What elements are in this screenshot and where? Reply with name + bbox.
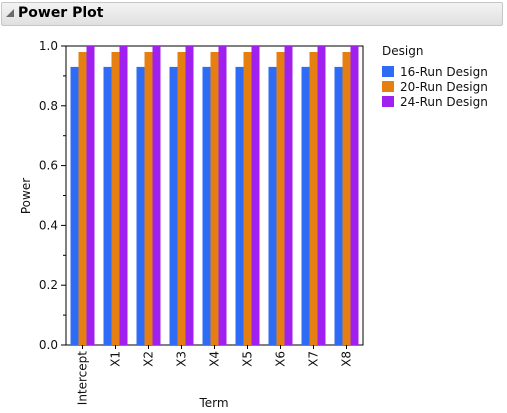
x-tick-label: X6 (274, 351, 288, 367)
x-tick-label: X8 (340, 351, 354, 367)
x-axis-label: Term (198, 396, 228, 410)
bars-group (70, 46, 359, 346)
bar-intercept-24-run-design (86, 46, 95, 345)
legend-items: 16-Run Design 20-Run Design 24-Run Design (382, 64, 488, 109)
legend-swatch (382, 66, 394, 77)
legend-swatch (382, 81, 394, 92)
y-tick-label: 0.8 (39, 99, 58, 113)
bar-x1-24-run-design (119, 46, 128, 345)
bar-x7-16-run-design (301, 66, 310, 346)
x-axis: Intercept X1 X2 X3 X4 X5 X6 X7 X8 (76, 345, 354, 405)
panel-title: Power Plot (18, 5, 104, 21)
x-tick-label: X7 (307, 351, 321, 367)
legend-item: 20-Run Design (382, 79, 488, 94)
x-tick-label: X4 (208, 351, 222, 367)
bar-x1-16-run-design (103, 66, 112, 346)
bar-x7-20-run-design (309, 52, 318, 345)
bar-x2-24-run-design (152, 46, 161, 345)
x-tick-label: X2 (142, 351, 156, 367)
bar-x4-24-run-design (218, 46, 227, 345)
bar-x6-24-run-design (284, 46, 293, 345)
x-tick-label: X3 (175, 351, 189, 367)
bar-x8-20-run-design (342, 52, 351, 345)
legend: Design 16-Run Design 20-Run Design 24-Run … (382, 44, 488, 109)
bar-intercept-16-run-design (70, 66, 79, 346)
bar-x5-20-run-design (243, 52, 252, 345)
legend-swatch (382, 96, 394, 107)
bar-x8-16-run-design (334, 66, 343, 346)
y-tick-label: 0.4 (39, 218, 58, 232)
bar-x2-16-run-design (136, 66, 145, 346)
bar-x5-24-run-design (251, 46, 260, 345)
bar-x4-16-run-design (202, 66, 211, 346)
x-tick-label: Intercept (76, 351, 90, 406)
bar-x6-16-run-design (268, 66, 277, 346)
bar-intercept-20-run-design (78, 52, 87, 345)
x-tick-label: X5 (241, 351, 255, 367)
bar-x5-16-run-design (235, 66, 244, 346)
legend-item: 16-Run Design (382, 64, 488, 79)
y-tick-label: 0.2 (39, 278, 58, 292)
legend-title: Design (382, 44, 424, 58)
bar-x3-16-run-design (169, 66, 178, 346)
bar-x3-20-run-design (177, 52, 186, 345)
bar-x3-24-run-design (185, 46, 194, 345)
legend-label: 16-Run Design (400, 64, 488, 79)
disclosure-triangle-icon[interactable] (6, 9, 14, 17)
legend-label: 24-Run Design (400, 94, 488, 109)
y-axis-label: Power (19, 178, 33, 214)
legend-item: 24-Run Design (382, 94, 488, 109)
bar-x8-24-run-design (350, 46, 359, 345)
y-axis: 0.0 0.2 0.4 0.6 0.8 1.0 (39, 39, 66, 352)
bar-x7-24-run-design (317, 46, 326, 345)
bar-x4-20-run-design (210, 52, 219, 345)
bar-x2-20-run-design (144, 52, 153, 345)
power-plot-panel-header[interactable]: Power Plot (1, 2, 503, 26)
bar-x1-20-run-design (111, 52, 120, 345)
y-tick-label: 0.6 (39, 159, 58, 173)
y-tick-label: 1.0 (39, 39, 58, 53)
legend-label: 20-Run Design (400, 79, 488, 94)
bar-x6-20-run-design (276, 52, 285, 345)
x-tick-label: X1 (109, 351, 123, 367)
y-tick-label: 0.0 (39, 338, 58, 352)
